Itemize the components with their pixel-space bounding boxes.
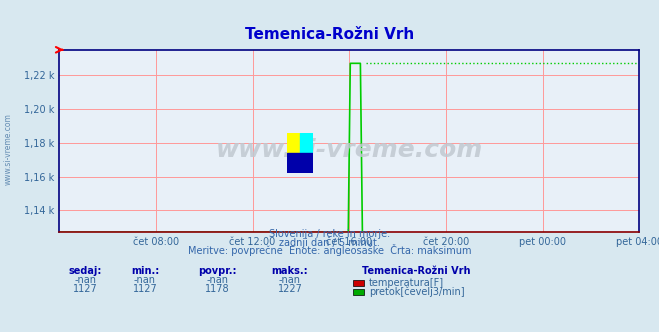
Text: www.si-vreme.com: www.si-vreme.com: [3, 114, 13, 185]
Text: 1127: 1127: [73, 284, 98, 294]
Text: -nan: -nan: [134, 275, 156, 285]
Text: Slovenija / reke in morje.: Slovenija / reke in morje.: [269, 229, 390, 239]
Text: -nan: -nan: [279, 275, 301, 285]
Text: sedaj:: sedaj:: [69, 266, 102, 276]
Text: www.si-vreme.com: www.si-vreme.com: [215, 138, 483, 162]
Text: povpr.:: povpr.:: [198, 266, 237, 276]
Text: min.:: min.:: [131, 266, 159, 276]
Text: temperatura[F]: temperatura[F]: [369, 278, 444, 288]
Text: -nan: -nan: [206, 275, 229, 285]
Text: Temenica-Rožni Vrh: Temenica-Rožni Vrh: [362, 266, 471, 276]
Bar: [287, 133, 300, 153]
Text: 1127: 1127: [132, 284, 158, 294]
Bar: [300, 133, 313, 153]
Text: Meritve: povprečne  Enote: angleosaške  Črta: maksimum: Meritve: povprečne Enote: angleosaške Čr…: [188, 244, 471, 256]
Text: Temenica-Rožni Vrh: Temenica-Rožni Vrh: [245, 27, 414, 42]
Text: -nan: -nan: [74, 275, 97, 285]
Text: zadnji dan / 5 minut.: zadnji dan / 5 minut.: [279, 238, 380, 248]
Text: pretok[čevelj3/min]: pretok[čevelj3/min]: [369, 287, 465, 297]
Text: maks.:: maks.:: [272, 266, 308, 276]
Bar: [287, 153, 313, 173]
Text: 1227: 1227: [277, 284, 302, 294]
Text: 1178: 1178: [205, 284, 230, 294]
